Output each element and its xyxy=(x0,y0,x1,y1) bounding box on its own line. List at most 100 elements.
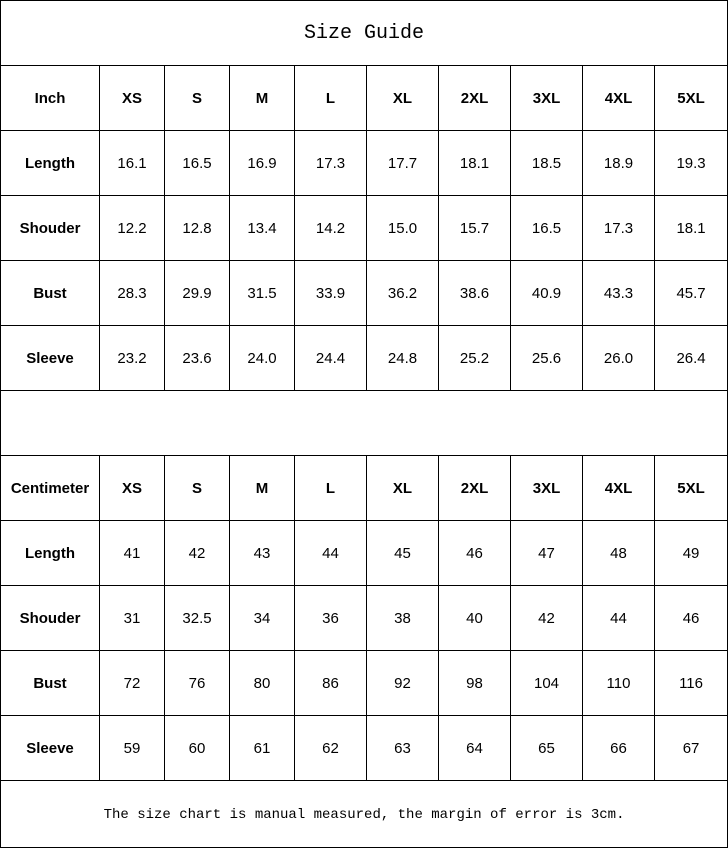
table-row: Bust 28.3 29.9 31.5 33.9 36.2 38.6 40.9 43.3 45.7 xyxy=(0,260,728,326)
measurement-value: 42 xyxy=(510,585,583,651)
measurement-value: 42 xyxy=(164,520,230,586)
measurement-value: 38.6 xyxy=(438,260,511,326)
size-header: XS xyxy=(99,65,165,131)
size-header: M xyxy=(229,455,295,521)
spacer-row xyxy=(0,390,728,456)
measurement-value: 48 xyxy=(582,520,655,586)
measurement-label: Sleeve xyxy=(0,715,100,781)
measurement-label: Length xyxy=(0,130,100,196)
size-header: 2XL xyxy=(438,65,511,131)
measurement-value: 26.0 xyxy=(582,325,655,391)
spacer xyxy=(0,390,728,456)
measurement-value: 12.8 xyxy=(164,195,230,261)
measurement-value: 16.5 xyxy=(164,130,230,196)
size-header: XS xyxy=(99,455,165,521)
measurement-value: 67 xyxy=(653,715,728,781)
table-row: Sleeve 23.2 23.6 24.0 24.4 24.8 25.2 25.6 26.0 26… xyxy=(0,325,728,391)
measurement-value: 45 xyxy=(366,520,439,586)
measurement-value: 110 xyxy=(582,650,655,716)
centimeter-header-row: Centimeter XS S M L XL 2XL 3XL 4XL 5XL xyxy=(0,455,728,521)
measurement-value: 23.2 xyxy=(99,325,165,391)
measurement-value: 32.5 xyxy=(164,585,230,651)
measurement-value: 104 xyxy=(510,650,583,716)
footer-row: The size chart is manual measured, the m… xyxy=(0,780,728,848)
size-header: S xyxy=(164,455,230,521)
unit-label: Centimeter xyxy=(0,455,100,521)
table-row: Shouder 12.2 12.8 13.4 14.2 15.0 15.7 16.5 17.3 1… xyxy=(0,195,728,261)
size-header: 5XL xyxy=(653,455,728,521)
measurement-value: 36.2 xyxy=(366,260,439,326)
size-header: XL xyxy=(366,455,439,521)
table-row: Shouder 31 32.5 34 36 38 40 42 44 46 xyxy=(0,585,728,651)
measurement-value: 24.0 xyxy=(229,325,295,391)
measurement-label: Shouder xyxy=(0,585,100,651)
measurement-value: 15.7 xyxy=(438,195,511,261)
size-header: 5XL xyxy=(653,65,728,131)
measurement-value: 25.6 xyxy=(510,325,583,391)
measurement-value: 62 xyxy=(294,715,367,781)
table-row: Length 16.1 16.5 16.9 17.3 17.7 18.1 18.5 18.9 19… xyxy=(0,130,728,196)
measurement-value: 34 xyxy=(229,585,295,651)
measurement-value: 31 xyxy=(99,585,165,651)
measurement-value: 26.4 xyxy=(653,325,728,391)
measurement-value: 38 xyxy=(366,585,439,651)
measurement-value: 18.1 xyxy=(653,195,728,261)
measurement-value: 29.9 xyxy=(164,260,230,326)
size-header: 3XL xyxy=(510,65,583,131)
measurement-label: Shouder xyxy=(0,195,100,261)
measurement-value: 43.3 xyxy=(582,260,655,326)
size-header: 2XL xyxy=(438,455,511,521)
measurement-value: 36 xyxy=(294,585,367,651)
measurement-value: 86 xyxy=(294,650,367,716)
measurement-value: 14.2 xyxy=(294,195,367,261)
measurement-value: 65 xyxy=(510,715,583,781)
unit-label: Inch xyxy=(0,65,100,131)
size-header: L xyxy=(294,455,367,521)
measurement-value: 33.9 xyxy=(294,260,367,326)
measurement-value: 46 xyxy=(438,520,511,586)
measurement-value: 23.6 xyxy=(164,325,230,391)
measurement-value: 49 xyxy=(653,520,728,586)
measurement-value: 72 xyxy=(99,650,165,716)
measurement-value: 61 xyxy=(229,715,295,781)
table-row: Bust 72 76 80 86 92 98 104 110 116 xyxy=(0,650,728,716)
measurement-value: 17.3 xyxy=(582,195,655,261)
measurement-value: 18.9 xyxy=(582,130,655,196)
measurement-value: 18.5 xyxy=(510,130,583,196)
measurement-value: 24.4 xyxy=(294,325,367,391)
measurement-value: 40.9 xyxy=(510,260,583,326)
size-header: 3XL xyxy=(510,455,583,521)
measurement-value: 46 xyxy=(653,585,728,651)
measurement-value: 24.8 xyxy=(366,325,439,391)
size-header: XL xyxy=(366,65,439,131)
measurement-value: 16.5 xyxy=(510,195,583,261)
size-header: 4XL xyxy=(582,455,655,521)
measurement-value: 17.7 xyxy=(366,130,439,196)
measurement-value: 13.4 xyxy=(229,195,295,261)
measurement-value: 76 xyxy=(164,650,230,716)
measurement-label: Bust xyxy=(0,650,100,716)
page-title: Size Guide xyxy=(0,0,728,66)
size-header: S xyxy=(164,65,230,131)
measurement-label: Length xyxy=(0,520,100,586)
measurement-value: 47 xyxy=(510,520,583,586)
table-row: Sleeve 59 60 61 62 63 64 65 66 67 xyxy=(0,715,728,781)
measurement-value: 18.1 xyxy=(438,130,511,196)
measurement-value: 116 xyxy=(653,650,728,716)
measurement-value: 45.7 xyxy=(653,260,728,326)
measurement-value: 28.3 xyxy=(99,260,165,326)
measurement-value: 43 xyxy=(229,520,295,586)
measurement-value: 80 xyxy=(229,650,295,716)
measurement-label: Bust xyxy=(0,260,100,326)
measurement-value: 12.2 xyxy=(99,195,165,261)
measurement-value: 40 xyxy=(438,585,511,651)
measurement-value: 19.3 xyxy=(653,130,728,196)
measurement-value: 41 xyxy=(99,520,165,586)
measurement-value: 59 xyxy=(99,715,165,781)
measurement-value: 92 xyxy=(366,650,439,716)
measurement-value: 25.2 xyxy=(438,325,511,391)
measurement-value: 63 xyxy=(366,715,439,781)
measurement-value: 44 xyxy=(294,520,367,586)
size-header: M xyxy=(229,65,295,131)
measurement-note: The size chart is manual measured, the m… xyxy=(0,780,728,848)
